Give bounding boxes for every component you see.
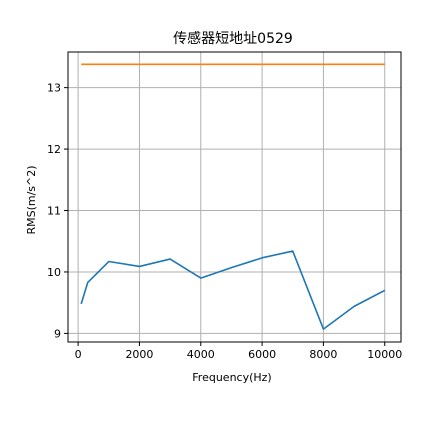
- x-tick-label: 4000: [187, 348, 215, 361]
- y-tick-label: 11: [47, 205, 61, 218]
- x-tick-label: 2000: [125, 348, 153, 361]
- grid-lines: [68, 52, 401, 342]
- x-tick-label: 6000: [248, 348, 276, 361]
- data-series: [80, 63, 386, 330]
- x-axis-label: Frequency(Hz): [192, 371, 271, 384]
- plot-frame: [67, 51, 402, 343]
- y-tick-label: 9: [54, 327, 61, 340]
- x-tick-label: 10000: [367, 348, 402, 361]
- y-tick-label: 12: [47, 143, 61, 156]
- x-tick-label: 0: [75, 348, 82, 361]
- y-tick-label: 13: [47, 82, 61, 95]
- y-tick-label: 10: [47, 266, 61, 279]
- series-line-1: [80, 250, 386, 330]
- y-axis-label: RMS(m/s^2): [25, 165, 38, 234]
- chart-title: 传感器短地址0529: [173, 30, 293, 47]
- axis-ticks: 0 2000 4000 6000 8000 10000 9 10 11 12 13: [47, 82, 402, 361]
- x-tick-label: 8000: [309, 348, 337, 361]
